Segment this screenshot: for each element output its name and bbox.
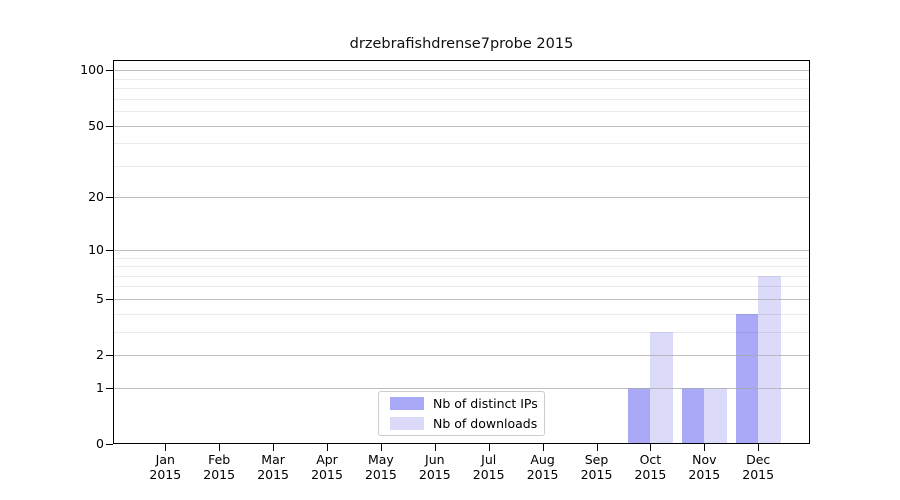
y-tick-label: 1 xyxy=(96,379,104,395)
bar-downloads xyxy=(704,387,727,444)
y-tick-mark xyxy=(106,298,113,300)
x-tick-mark xyxy=(596,444,598,451)
gridline-major xyxy=(113,70,810,72)
x-tick-label: Feb 2015 xyxy=(203,452,236,482)
gridline-minor xyxy=(113,266,810,268)
gridline-major xyxy=(113,298,810,300)
gridline-minor xyxy=(113,313,810,315)
x-tick-label: Jun 2015 xyxy=(418,452,451,482)
gridline-minor xyxy=(113,88,810,90)
legend-swatch-downloads xyxy=(390,416,424,430)
x-tick-mark xyxy=(434,444,436,451)
y-tick-label: 0 xyxy=(96,436,104,451)
bar-distinct-ips xyxy=(628,387,651,444)
y-tick-label: 10 xyxy=(88,241,104,257)
gridline-minor xyxy=(113,257,810,259)
gridline-minor xyxy=(113,111,810,113)
x-tick-mark xyxy=(165,444,167,451)
bar-downloads xyxy=(758,275,781,444)
x-tick-label: Mar 2015 xyxy=(257,452,289,482)
gridline-minor xyxy=(113,165,810,167)
y-tick-mark xyxy=(106,444,113,445)
gridline-minor xyxy=(113,78,810,80)
y-tick-mark xyxy=(106,355,113,357)
x-tick-mark xyxy=(273,444,275,451)
x-tick-label: Apr 2015 xyxy=(311,452,343,482)
x-tick-label: Nov 2015 xyxy=(688,452,721,482)
legend-label-distinct-ips: Nb of distinct IPs xyxy=(433,396,538,412)
plot-border xyxy=(113,60,810,444)
x-tick-mark xyxy=(758,444,760,451)
gridline-major xyxy=(113,249,810,251)
x-tick-mark xyxy=(704,444,706,451)
gridline-major xyxy=(113,197,810,199)
gridline-minor xyxy=(113,286,810,288)
x-tick-mark xyxy=(542,444,544,451)
x-tick-mark xyxy=(650,444,652,451)
x-tick-label: Oct 2015 xyxy=(634,452,667,482)
y-tick-label: 20 xyxy=(88,189,104,205)
x-tick-label: May 2015 xyxy=(364,452,397,482)
legend-label-downloads: Nb of downloads xyxy=(433,415,538,431)
legend: Nb of distinct IPs Nb of downloads xyxy=(378,391,545,436)
chart-title: drzebrafishdrense7probe 2015 xyxy=(349,36,574,52)
y-tick-label: 2 xyxy=(96,347,104,363)
gridline-minor xyxy=(113,98,810,100)
y-tick-label: 50 xyxy=(88,117,104,133)
x-tick-label: Aug 2015 xyxy=(526,452,559,482)
x-tick-mark xyxy=(219,444,221,451)
x-tick-mark xyxy=(380,444,382,451)
y-tick-mark xyxy=(106,387,113,389)
y-tick-mark xyxy=(106,125,113,127)
x-tick-mark xyxy=(327,444,328,451)
y-tick-label: 5 xyxy=(96,290,104,306)
x-tick-label: Jul 2015 xyxy=(472,452,505,482)
y-tick-label: 100 xyxy=(80,62,104,78)
gridline-major xyxy=(113,125,810,127)
legend-entry-downloads: Nb of downloads xyxy=(390,416,544,431)
x-tick-mark xyxy=(488,444,490,451)
x-tick-label: Sep 2015 xyxy=(580,452,613,482)
y-tick-mark xyxy=(106,197,113,199)
y-tick-mark xyxy=(106,249,113,251)
y-tick-mark xyxy=(106,70,113,72)
legend-swatch-distinct-ips xyxy=(390,397,424,411)
bar-distinct-ips xyxy=(681,387,705,444)
x-tick-label: Dec 2015 xyxy=(742,452,775,482)
bar-distinct-ips xyxy=(735,313,759,444)
gridline-major xyxy=(113,355,810,357)
gridline-minor xyxy=(113,143,810,145)
bar-downloads xyxy=(650,331,673,444)
legend-entry-distinct-ips: Nb of distinct IPs xyxy=(390,396,544,411)
x-tick-label: Jan 2015 xyxy=(149,452,182,482)
gridline-minor xyxy=(113,331,810,333)
gridline-minor xyxy=(113,275,810,277)
